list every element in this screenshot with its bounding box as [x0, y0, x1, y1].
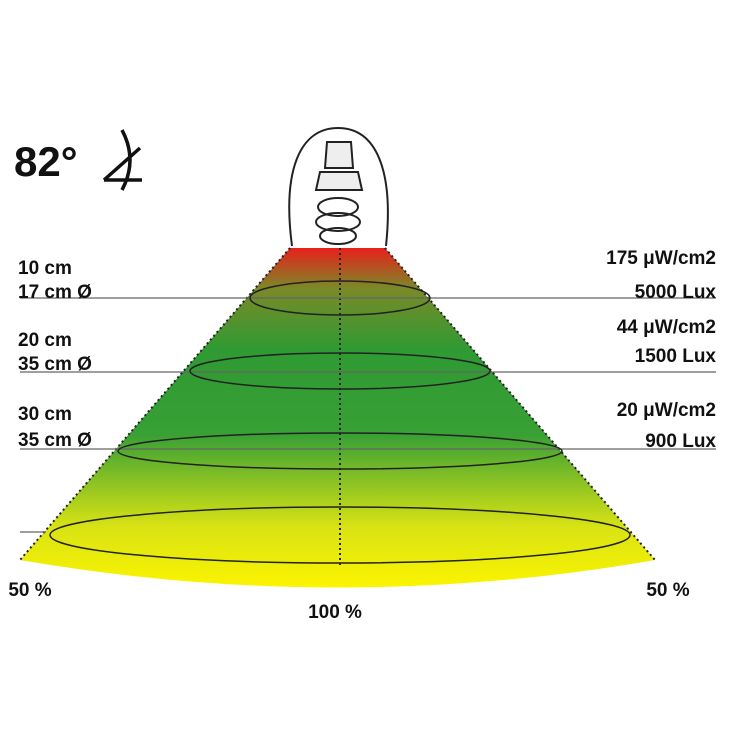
lamp — [288, 126, 389, 247]
edge-percent: 50 % — [646, 580, 689, 601]
irradiance: 175 μW/cm2 — [606, 248, 716, 269]
illuminance: 1500 Lux — [635, 346, 717, 367]
illuminance: 900 Lux — [645, 431, 716, 452]
diameter: 35 cm Ø — [18, 430, 92, 451]
irradiance: 20 μW/cm2 — [617, 400, 716, 421]
distance: 10 cm — [18, 258, 72, 279]
illuminance: 5000 Lux — [635, 282, 717, 303]
angle-symbol — [102, 129, 142, 191]
level-lines — [20, 297, 716, 533]
distance: 30 cm — [18, 404, 72, 425]
center-percent: 100 % — [308, 602, 362, 623]
beam-angle: 82° — [14, 138, 78, 185]
diameter: 17 cm Ø — [18, 282, 92, 303]
edge-percent: 50 % — [8, 580, 51, 601]
beam-ellipses — [49, 280, 631, 564]
cone-edge — [19, 247, 656, 561]
diameter: 35 cm Ø — [18, 354, 92, 375]
distance: 20 cm — [18, 330, 72, 351]
irradiance: 44 μW/cm2 — [617, 317, 716, 338]
light-cone — [20, 248, 655, 588]
